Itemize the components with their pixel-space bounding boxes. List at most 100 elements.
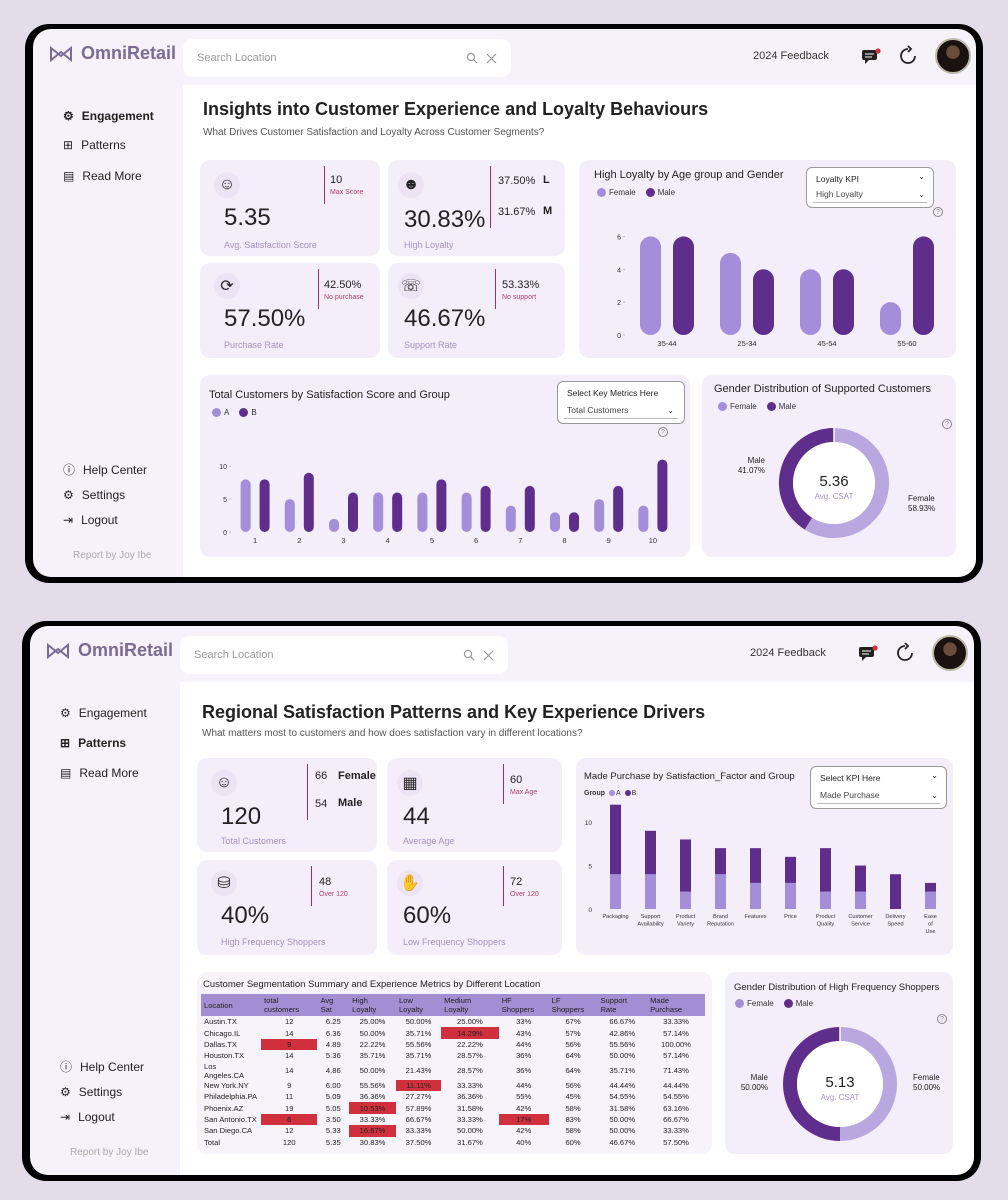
legend-male[interactable]: Male [645,188,675,198]
kpi-card-high-frequency[interactable]: ⛁ 48 Over 120 40% High Frequency Shopper… [197,860,377,955]
kpi-side-label: Max Score [330,189,364,196]
kpi-card-satisfaction[interactable]: ☺ 10 Max Score 5.35 Avg. Satisfaction Sc… [200,160,380,256]
kpi-value: 120 [221,803,262,830]
bar-a-7 [505,505,516,532]
column-header[interactable]: Low Loyalty [395,994,442,1016]
help-icon[interactable]: ? [933,207,943,217]
kpi-card-average-age[interactable]: ▦ 60 Max Age 44 Average Age [387,758,562,852]
table-row[interactable]: Philadelphia.PA 11 5.09 36.36% 27.27% 36.36% 5… [201,1091,705,1102]
table-cell: Chicago.IL [204,1028,241,1038]
table-cell: 31.58% [457,1103,483,1113]
legend-female[interactable]: Female [735,999,774,1009]
table-row[interactable]: New York.NY 9 6.00 55.56% 11.11% 33.33% 44% 56%… [201,1079,705,1091]
legend-female[interactable]: Female [597,188,636,198]
column-header[interactable]: total customers [260,994,318,1016]
sidebar-item-logout[interactable]: ⇥ Logout [63,513,118,527]
table-row[interactable]: San Antonio.TX 6 3.50 33.33% 66.67% 33.33% 17%… [201,1113,705,1126]
sidebar-item-patterns[interactable]: ⊞ Patterns [60,736,127,750]
search-bar[interactable]: Search Location [183,39,511,77]
refresh-icon[interactable] [894,642,916,664]
kpi-card-low-frequency[interactable]: ✋ 72 Over 120 60% Low Frequency Shoppers [387,860,562,955]
chat-notification-icon[interactable] [858,644,878,662]
kpi-side-label: No purchase [324,294,364,301]
table-total-row[interactable]: Total 120 5.35 30.83% 37.50% 31.67% 40% 60% 46.6… [201,1137,705,1148]
sidebar-item-help-center[interactable]: ⓘ Help Center [63,462,148,478]
help-icon[interactable]: ? [937,1014,947,1024]
legend-female[interactable]: Female [718,402,757,412]
table-cell: 66.67% [609,1017,636,1027]
user-avatar[interactable] [931,635,968,671]
kpi-card-support-rate[interactable]: ☏ 53.33% No support 46.67% Support Rate [388,263,565,358]
loyalty-kpi-dropdown[interactable]: Loyalty KPI High Loyalty ⌄ ⌄ [806,167,934,208]
search-input[interactable]: Search Location [194,649,274,661]
kpi-card-total-customers[interactable]: ☺ 66 Female 54 Male 120 Total Customers [197,758,377,852]
chart-title: Total Customers by Satisfaction Score an… [209,389,450,401]
bar-b-4 [392,492,403,532]
legend-group-b[interactable]: B [239,408,257,418]
kpi-select-dropdown[interactable]: Select KPI Here Made Purchase ⌄ ⌄ [810,766,947,809]
search-icon[interactable] [466,52,478,64]
column-header[interactable]: Medium Loyalty [441,994,499,1016]
feedback-label[interactable]: 2024 Feedback [753,50,829,62]
legend-group-a[interactable]: A [609,790,621,797]
help-icon[interactable]: ? [658,427,668,437]
table-row[interactable]: Phoenix.AZ 19 5.05 10.53% 57.89% 31.58% 42% 58%… [201,1102,705,1114]
table-row[interactable]: Chicago.IL 14 6.36 50.00% 35.71% 14.29% 43% 57%… [201,1027,705,1039]
x-tick-label: Quality [817,922,835,928]
bar-b-Support Availability [645,830,656,875]
column-header[interactable]: Avg Sat [317,994,350,1016]
column-header[interactable]: High Loyalty [349,994,396,1016]
key-metrics-dropdown[interactable]: Select Key Metrics Here Total Customers … [557,381,685,424]
user-avatar[interactable] [934,38,971,74]
chat-notification-icon[interactable] [861,47,881,65]
legend-group-b[interactable]: B [624,790,636,797]
kpi-label: Purchase Rate [224,340,284,350]
table-row[interactable]: San Diego.CA 12 5.33 16.67% 33.33% 50.00% 42% 5… [201,1125,705,1137]
sidebar-item-settings[interactable]: ⚙ Settings [60,1085,123,1099]
legend-male[interactable]: Male [766,402,796,412]
bar-b-3 [348,492,358,532]
sidebar-item-patterns[interactable]: ⊞ Patterns [63,138,126,152]
table-cell: 66.67% [663,1114,689,1124]
sidebar-item-settings[interactable]: ⚙ Settings [63,488,126,502]
column-header[interactable]: Support Rate [597,994,648,1016]
sidebar-item-read-more[interactable]: ▤ Read More [63,169,142,183]
table-row[interactable]: Houston.TX 14 5.36 35.71% 35.71% 28.57% 36% 64%… [201,1050,705,1061]
kpi-card-purchase-rate[interactable]: ⟳ 42.50% No purchase 57.50% Purchase Rat… [200,263,380,358]
brand-logo[interactable]: OmniRetail [49,43,176,64]
search-icon[interactable] [463,649,475,661]
search-input[interactable]: Search Location [197,52,277,64]
column-header[interactable]: LF Shoppers [548,994,598,1016]
column-header[interactable]: HF Shoppers [498,994,549,1016]
sidebar-item-help-center[interactable]: ⓘ Help Center [60,1059,145,1075]
engagement-icon: ⚙ [63,109,74,123]
legend-male[interactable]: Male [783,999,813,1009]
help-icon[interactable]: ? [942,419,952,429]
legend-group-a[interactable]: A [212,408,229,418]
bar-a-1 [240,479,251,532]
column-header[interactable]: Made Purchase [647,994,705,1016]
sidebar-item-engagement[interactable]: ⚙ Engagement [60,706,147,720]
kpi-card-high-loyalty[interactable]: ☻ 37.50% L 31.67% M 30.83% High Loyalty [388,160,565,256]
brand-logo[interactable]: OmniRetail [46,640,173,661]
table-cell: 6 [260,1113,318,1126]
sidebar-item-engagement[interactable]: ⚙ Engagement [63,109,154,123]
search-bar[interactable]: Search Location [180,636,508,674]
table-row[interactable]: Dallas.TX 9 4.89 22.22% 55.56% 22.22% 44% 56% 55… [201,1038,705,1051]
table-cell: 10.53% [349,1102,396,1114]
bar-male-35-44 [673,236,694,335]
clear-icon[interactable] [486,53,497,64]
column-header[interactable]: Location [201,994,261,1016]
clear-icon[interactable] [483,650,494,661]
table-row[interactable]: Austin.TX 12 6.25 25.00% 50.00% 25.00% 33% 67% 6… [201,1016,705,1027]
refresh-icon[interactable] [897,45,919,67]
x-tick-label: Features [744,914,766,920]
feedback-label[interactable]: 2024 Feedback [750,647,826,659]
table-row[interactable]: Los Angeles.CA 14 4.86 50.00% 21.43% 28.57% 36… [201,1062,705,1080]
kpi-side-value: 42.50% [324,279,362,291]
bar-b-Price [785,856,796,883]
sidebar-item-read-more[interactable]: ▤ Read More [60,766,139,780]
sidebar-item-logout[interactable]: ⇥ Logout [60,1110,115,1124]
